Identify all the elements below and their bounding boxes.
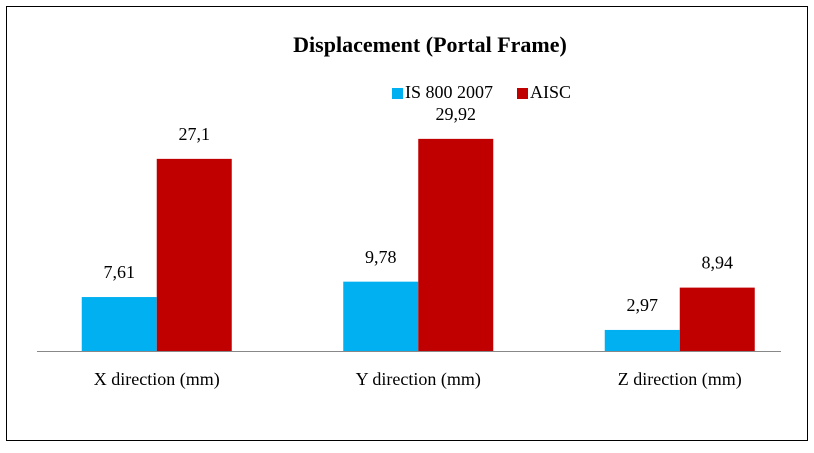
legend-label: IS 800 2007 bbox=[405, 82, 493, 102]
x-tick-label: X direction (mm) bbox=[94, 369, 220, 390]
data-label: 29,92 bbox=[436, 104, 477, 124]
bar bbox=[604, 329, 680, 351]
bar bbox=[81, 297, 157, 351]
x-tick-label: Z direction (mm) bbox=[618, 369, 742, 390]
chart-title: Displacement (Portal Frame) bbox=[293, 32, 567, 57]
bar bbox=[156, 158, 232, 351]
data-label: 7,61 bbox=[104, 262, 136, 282]
bar bbox=[418, 138, 494, 351]
data-label: 27,1 bbox=[179, 124, 211, 144]
x-tick-label: Y direction (mm) bbox=[356, 369, 481, 390]
legend-swatch bbox=[517, 88, 528, 99]
legend-swatch bbox=[392, 88, 403, 99]
bar bbox=[679, 287, 755, 351]
legend-label: AISC bbox=[530, 82, 571, 102]
chart-border bbox=[6, 6, 808, 441]
data-label: 8,94 bbox=[702, 253, 734, 273]
data-label: 9,78 bbox=[365, 247, 397, 267]
data-label: 2,97 bbox=[627, 295, 659, 315]
bar bbox=[343, 281, 419, 351]
